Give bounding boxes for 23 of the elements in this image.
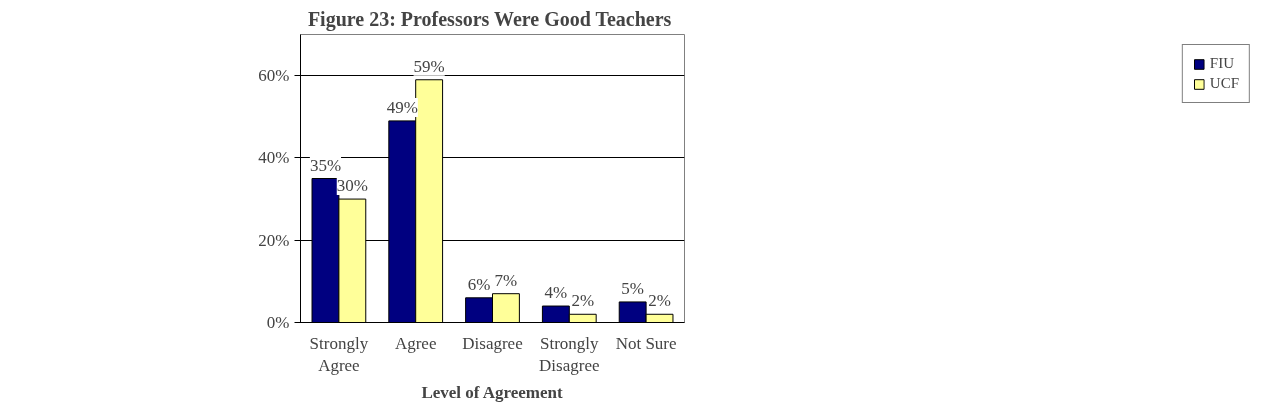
data-label: 7%	[494, 270, 518, 290]
chart-title: Figure 23: Professors Were Good Teachers	[307, 7, 672, 31]
data-label: 2%	[571, 291, 595, 311]
data-label: 6%	[467, 274, 491, 294]
data-label: 4%	[544, 283, 568, 303]
legend-label: FIU	[1209, 55, 1234, 72]
data-label: 5%	[621, 278, 644, 298]
y-tick-label: 0%	[266, 313, 290, 332]
x-axis-title: Level of Agreement	[421, 383, 564, 403]
data-label: 59%	[413, 56, 445, 76]
x-tick-label: Strongly Disagree	[539, 333, 600, 376]
data-label: 49%	[386, 97, 418, 117]
legend-label: UCF	[1209, 75, 1239, 92]
data-label: 35%	[309, 155, 342, 175]
data-label: 2%	[648, 291, 671, 311]
y-tick-label: 40%	[258, 148, 290, 168]
x-tick-label: Strongly Agree	[309, 333, 369, 376]
data-label: 30%	[336, 176, 368, 196]
y-tick-label: 20%	[258, 230, 290, 250]
x-tick-label: Agree	[394, 333, 437, 353]
x-tick-label: Disagree	[462, 333, 523, 353]
x-tick-label: Not Sure	[615, 333, 677, 353]
y-tick-label: 60%	[258, 66, 290, 86]
